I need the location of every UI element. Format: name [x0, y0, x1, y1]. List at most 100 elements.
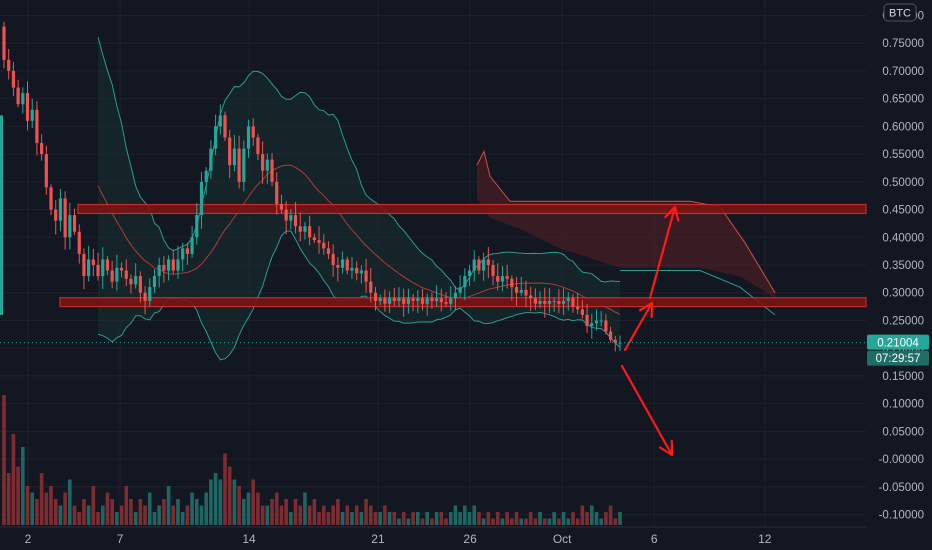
- volume-bar: [30, 492, 35, 525]
- candle-body: [402, 298, 406, 304]
- candle-body: [355, 267, 359, 274]
- candle-body: [529, 295, 533, 299]
- candle: [397, 287, 401, 307]
- volume-bars: [2, 395, 622, 525]
- candle: [298, 212, 302, 242]
- volume-bar: [608, 505, 613, 525]
- candle: [110, 260, 114, 289]
- candle: [378, 294, 382, 306]
- candle-body: [298, 226, 302, 232]
- volume-bar: [157, 505, 161, 525]
- volume-bar: [434, 512, 439, 525]
- symbol-badge[interactable]: BTC: [883, 3, 917, 22]
- candle: [40, 134, 44, 161]
- projection-arrow: [623, 301, 654, 352]
- candle-body: [289, 215, 293, 221]
- y-tick-label: 0.55000: [882, 149, 924, 161]
- volume-bar: [510, 518, 514, 525]
- candle: [425, 293, 429, 316]
- volume-bar: [561, 512, 566, 525]
- candle: [435, 285, 439, 307]
- candle: [458, 275, 462, 298]
- candle: [181, 242, 185, 272]
- candle: [406, 288, 410, 314]
- volume-bar: [326, 512, 331, 525]
- candle: [580, 300, 584, 319]
- x-tick-label: 14: [242, 532, 256, 546]
- candle: [242, 140, 246, 192]
- candle-body: [420, 298, 425, 304]
- candle: [35, 101, 39, 156]
- candle-body: [251, 126, 255, 138]
- arrow-head: [664, 205, 680, 222]
- volume-bar: [44, 492, 49, 525]
- volume-bar: [340, 512, 345, 525]
- volume-bar: [218, 479, 223, 525]
- candle-body: [199, 181, 204, 216]
- candle-body: [585, 314, 589, 326]
- volume-bar: [58, 505, 63, 525]
- y-tick-label: -0.05000: [879, 482, 924, 494]
- volume-bar: [472, 505, 477, 525]
- candle-body: [345, 259, 349, 271]
- volume-bar: [312, 499, 317, 525]
- bar-countdown: 07:29:57: [876, 353, 921, 365]
- volume-bar: [538, 512, 542, 525]
- candle-body: [303, 226, 307, 232]
- y-tick-label: 0.25000: [882, 315, 924, 327]
- time-axis[interactable]: 2 7 14 21 26 Oct 6 12: [25, 532, 772, 546]
- projection-arrow: [620, 364, 674, 457]
- volume-bar: [331, 505, 335, 525]
- y-tick-label: -0.00000: [879, 454, 924, 466]
- volume-bar: [458, 512, 462, 525]
- candle: [261, 141, 265, 184]
- y-tick-label: 0.10000: [882, 399, 924, 411]
- candle: [251, 118, 255, 146]
- candle: [369, 267, 373, 303]
- candle: [82, 248, 86, 290]
- volume-bar: [176, 499, 180, 525]
- candle: [303, 221, 307, 240]
- candle-body: [543, 301, 547, 304]
- candle: [214, 114, 218, 156]
- candle-body: [204, 170, 208, 182]
- volume-bar: [378, 512, 382, 525]
- candle: [148, 278, 152, 307]
- volume-bar: [354, 505, 359, 525]
- candle-body: [590, 323, 594, 326]
- candle: [477, 256, 481, 275]
- resistance-zone: [77, 203, 867, 215]
- candle: [54, 200, 58, 235]
- candle: [543, 287, 547, 318]
- candle-body: [181, 248, 185, 260]
- current-price-value: 0.21004: [877, 338, 919, 350]
- resistance-zones: [59, 203, 867, 308]
- volume-bar: [2, 395, 6, 525]
- volume-bar: [72, 505, 77, 525]
- candle-body: [110, 270, 114, 282]
- candle-body: [134, 276, 138, 285]
- volume-bar: [439, 512, 444, 525]
- volume-bar: [68, 479, 72, 525]
- volume-bar: [190, 492, 194, 525]
- candle: [340, 251, 345, 274]
- candle: [115, 254, 119, 291]
- candle-body: [293, 215, 298, 227]
- candle: [392, 287, 396, 306]
- candle: [289, 209, 293, 230]
- volume-bar: [585, 512, 589, 525]
- volume-bar: [194, 499, 199, 525]
- candle: [336, 257, 340, 282]
- y-tick-label: 0.75000: [882, 38, 924, 50]
- y-tick-label: 0.70000: [882, 66, 924, 78]
- volume-bar: [227, 466, 232, 525]
- candle-body: [364, 270, 368, 282]
- candle-body: [322, 242, 326, 249]
- candle: [119, 262, 124, 278]
- volume-bar: [524, 518, 528, 525]
- candle-body: [618, 342, 622, 344]
- volume-bar: [77, 512, 82, 525]
- y-tick-label: 0.40000: [882, 232, 924, 244]
